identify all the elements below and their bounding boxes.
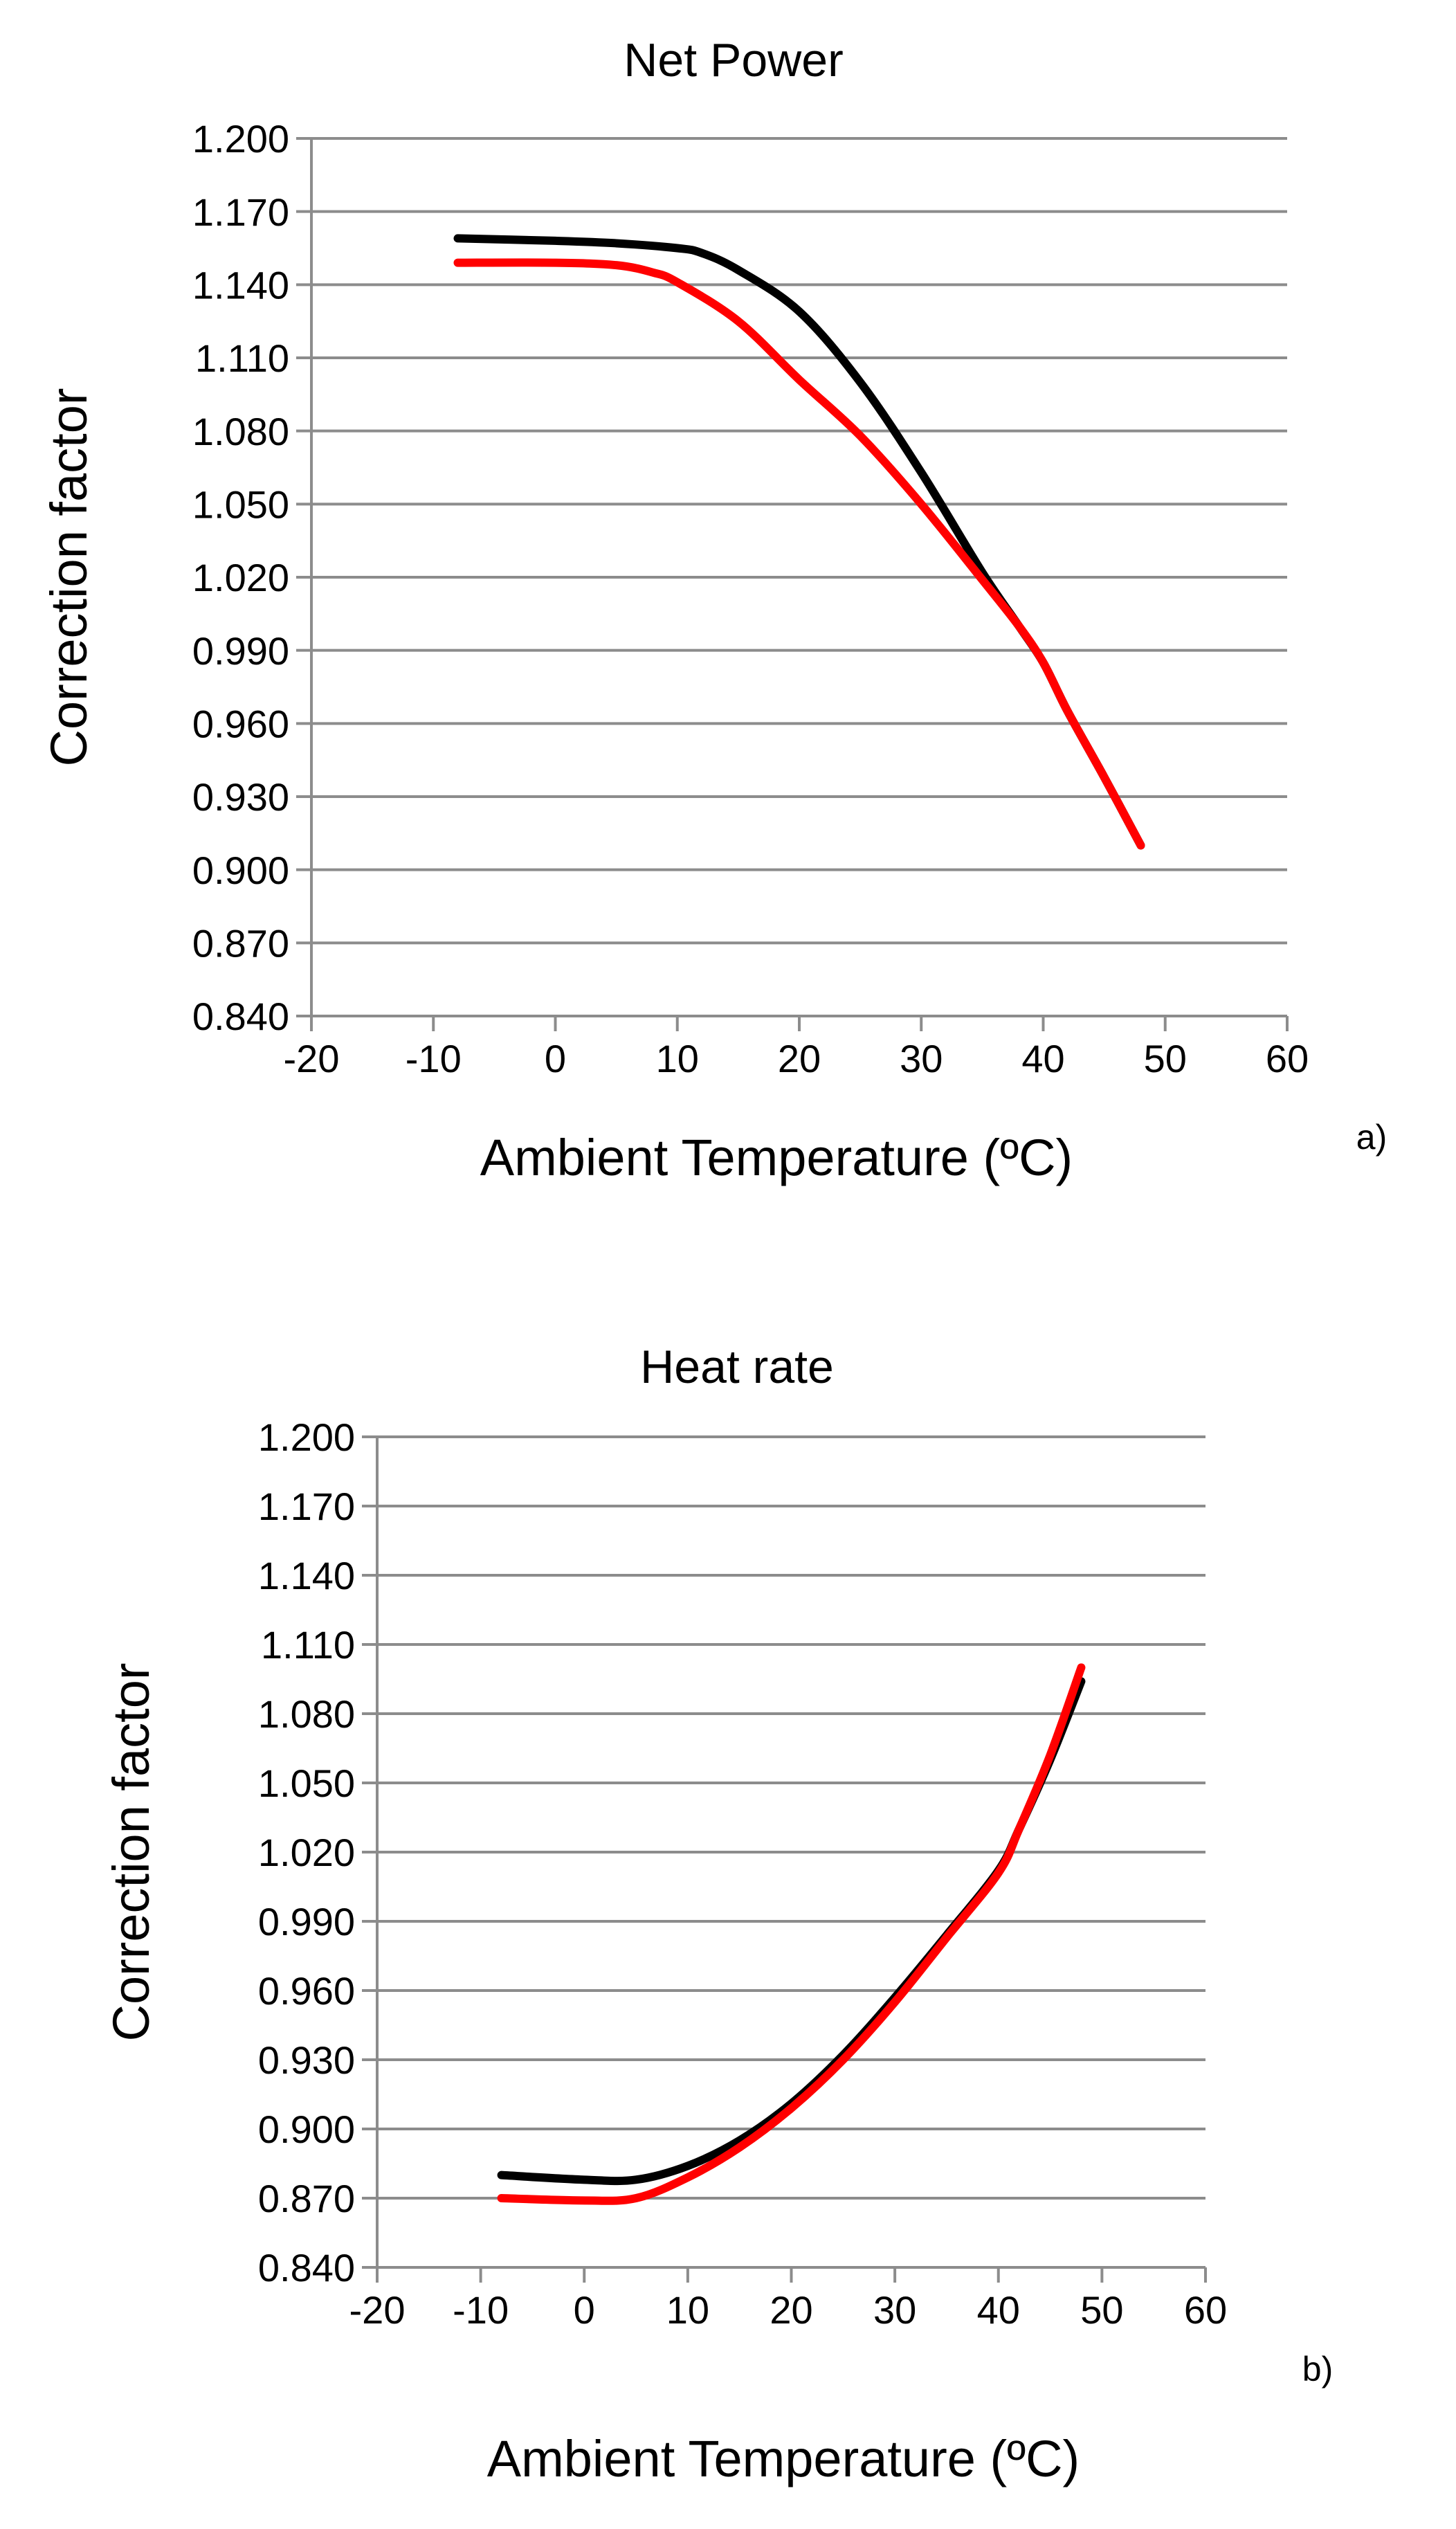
y-tick-label: 0.960: [258, 1969, 355, 2013]
x-tick-label: -10: [453, 2288, 509, 2332]
y-tick-label: 0.870: [192, 921, 289, 965]
y-tick-label: 1.110: [261, 1623, 355, 1667]
panel-label: b): [1302, 2350, 1333, 2388]
y-tick-label: 0.870: [258, 2177, 355, 2220]
y-tick-label: 0.990: [192, 629, 289, 673]
x-tick-label: 20: [770, 2288, 812, 2332]
x-tick-label: 40: [977, 2288, 1020, 2332]
y-tick-label: 1.200: [258, 1415, 355, 1459]
y-tick-label: 1.080: [258, 1692, 355, 1736]
x-axis-label: Ambient Temperature (ºC): [480, 1129, 1073, 1186]
x-tick-label: 20: [778, 1037, 821, 1080]
x-tick-label: 50: [1080, 2288, 1123, 2332]
x-tick-label: -20: [284, 1037, 340, 1080]
panel-label: a): [1356, 1118, 1387, 1157]
x-tick-label: 40: [1021, 1037, 1064, 1080]
chart-title: Heat rate: [640, 1341, 834, 1393]
y-tick-label: 0.900: [258, 2108, 355, 2151]
y-tick-label: 0.990: [258, 1900, 355, 1943]
x-tick-label: 60: [1266, 1037, 1309, 1080]
y-tick-label: 1.050: [258, 1761, 355, 1805]
net-power-chart-svg: 0.840 0.870 0.900 0.930 0.960 0.990 1.020 1.050…: [40, 34, 1387, 1186]
series-line-red: [497, 1663, 1086, 2205]
y-tick-label: 1.140: [192, 263, 289, 307]
y-tick-label: 1.170: [192, 190, 289, 234]
x-tick-label: 60: [1184, 2288, 1227, 2332]
y-tick-label: 0.930: [192, 775, 289, 819]
y-axis-label: Correction factor: [40, 388, 98, 767]
chart-title: Net Power: [624, 34, 843, 87]
y-tick-label: 0.840: [192, 995, 289, 1038]
series-line-black: [453, 234, 1145, 850]
x-tick-label: 30: [873, 2288, 916, 2332]
chart-heat-rate: 0.840 0.870 0.900 0.930 0.960 0.990 1.020 1.050…: [0, 1246, 1456, 2529]
y-tick-label: 1.200: [192, 117, 289, 161]
x-axis-label: Ambient Temperature (ºC): [487, 2430, 1080, 2487]
y-tick-label: 1.080: [192, 410, 289, 453]
y-tick-label: 0.900: [192, 849, 289, 892]
y-tick-label: 1.050: [192, 482, 289, 526]
x-tick-label: 0: [545, 1037, 566, 1080]
x-tick-label: 50: [1144, 1037, 1187, 1080]
y-tick-label: 1.110: [195, 336, 289, 380]
series-line-red: [453, 258, 1145, 850]
x-tick-label: -20: [349, 2288, 406, 2332]
y-tick-label: 0.960: [192, 702, 289, 745]
y-tick-label: 0.930: [258, 2038, 355, 2082]
y-tick-label: 1.020: [192, 556, 289, 599]
y-tick-label: 1.170: [258, 1485, 355, 1528]
x-tick-label: 10: [656, 1037, 699, 1080]
y-tick-label: 1.020: [258, 1831, 355, 1874]
y-tick-label: 1.140: [258, 1554, 355, 1597]
x-tick-label: 30: [900, 1037, 943, 1080]
y-tick-label: 0.840: [258, 2246, 355, 2290]
x-tick-label: 0: [574, 2288, 595, 2332]
x-tick-label: -10: [406, 1037, 462, 1080]
y-axis-label: Correction factor: [102, 1663, 160, 2042]
x-tick-label: 10: [666, 2288, 709, 2332]
chart-net-power: 0.840 0.870 0.900 0.930 0.960 0.990 1.020 1.050…: [0, 0, 1456, 1246]
heat-rate-chart-svg: 0.840 0.870 0.900 0.930 0.960 0.990 1.020 1.050…: [102, 1341, 1333, 2487]
